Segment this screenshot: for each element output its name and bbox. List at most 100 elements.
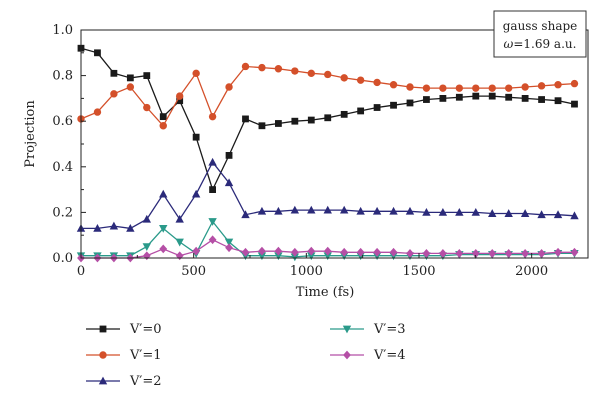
x-tick-label: 0 [77, 264, 85, 279]
data-point [537, 210, 546, 219]
data-point [176, 97, 184, 105]
data-point [274, 252, 283, 261]
data-point [373, 104, 381, 111]
data-point [142, 214, 151, 223]
data-point [241, 247, 250, 257]
data-point [537, 249, 546, 258]
legend-marker [98, 376, 108, 385]
data-point [159, 244, 168, 254]
data-point [159, 224, 168, 233]
data-point [274, 206, 283, 215]
data-point [422, 84, 431, 92]
data-point [554, 247, 562, 257]
series-1 [77, 62, 579, 130]
data-point [372, 206, 382, 215]
legend-label: V′=0 [129, 322, 162, 337]
data-point [109, 221, 119, 230]
data-point [242, 115, 249, 123]
legend-marker [99, 325, 107, 333]
data-point [324, 70, 332, 79]
data-point [422, 249, 431, 258]
data-point [175, 92, 184, 100]
y-tick-label: 1.0 [52, 23, 73, 38]
data-point [504, 209, 513, 217]
data-point [340, 74, 348, 82]
data-point [488, 92, 496, 100]
data-point [472, 92, 480, 100]
legend-label: V′=3 [373, 322, 406, 337]
data-point [274, 65, 283, 73]
data-point [521, 249, 530, 258]
data-point [439, 84, 447, 92]
data-point [455, 249, 464, 258]
data-point [504, 84, 513, 92]
legend: V′=0 V′=1 V′=2 V′=3 V′=4 [86, 322, 406, 389]
data-point [357, 107, 365, 115]
data-point [225, 152, 233, 159]
data-point [339, 205, 349, 214]
data-point [224, 178, 234, 187]
data-point [126, 74, 134, 82]
data-point [93, 108, 102, 116]
y-tick-label: 0.6 [52, 114, 73, 129]
data-point [389, 247, 398, 257]
data-point [323, 252, 332, 261]
data-point [126, 223, 135, 232]
data-point [175, 238, 184, 247]
data-point [208, 112, 217, 121]
data-point [324, 114, 332, 122]
data-point [471, 208, 480, 216]
data-point [554, 81, 562, 89]
data-point [455, 208, 464, 216]
data-point [472, 84, 480, 92]
data-point [258, 246, 266, 256]
data-point [191, 189, 201, 198]
data-point [274, 246, 283, 256]
data-point [257, 252, 267, 261]
data-point [241, 210, 250, 219]
data-point [521, 83, 529, 91]
data-point [257, 206, 267, 215]
data-point [143, 72, 151, 79]
x-tick-label: 1500 [402, 264, 435, 279]
plot-area [76, 44, 579, 263]
data-point [192, 133, 200, 141]
y-tick-label: 0.2 [52, 205, 73, 220]
data-point [142, 243, 151, 251]
data-point [224, 238, 234, 247]
data-point [553, 210, 563, 219]
data-point [356, 206, 365, 215]
data-point [537, 82, 546, 90]
data-point [438, 208, 448, 216]
legend-item: V′=1 [86, 348, 162, 363]
y-axis-title: Projection [23, 100, 38, 168]
legend-item: V′=2 [86, 374, 162, 389]
annotation-omega-value: =1.69 a.u. [513, 37, 576, 51]
data-point [110, 90, 118, 98]
data-point [488, 249, 497, 258]
data-point [258, 122, 266, 130]
x-axis-title: Time (fs) [296, 285, 355, 300]
data-point [110, 69, 118, 77]
data-point [241, 62, 250, 71]
legend-label: V′=4 [373, 348, 406, 363]
x-tick-label: 2000 [515, 264, 548, 279]
data-point [323, 205, 332, 214]
data-point [520, 209, 530, 217]
data-point [504, 249, 513, 258]
data-point [159, 113, 167, 121]
legend-item: V′=4 [330, 348, 406, 363]
annotation-box: gauss shape ω=1.69 a.u. [493, 10, 587, 58]
y-tick-label: 0.0 [52, 251, 73, 266]
data-point [94, 49, 101, 57]
data-point [471, 249, 480, 258]
legend-label: V′=1 [129, 348, 162, 363]
x-tick-label: 500 [181, 264, 206, 279]
data-point [571, 100, 578, 108]
data-point [208, 235, 217, 245]
data-point [340, 110, 348, 118]
data-point [570, 79, 579, 88]
data-point [126, 83, 135, 91]
data-point [175, 251, 184, 261]
data-point [175, 214, 184, 223]
